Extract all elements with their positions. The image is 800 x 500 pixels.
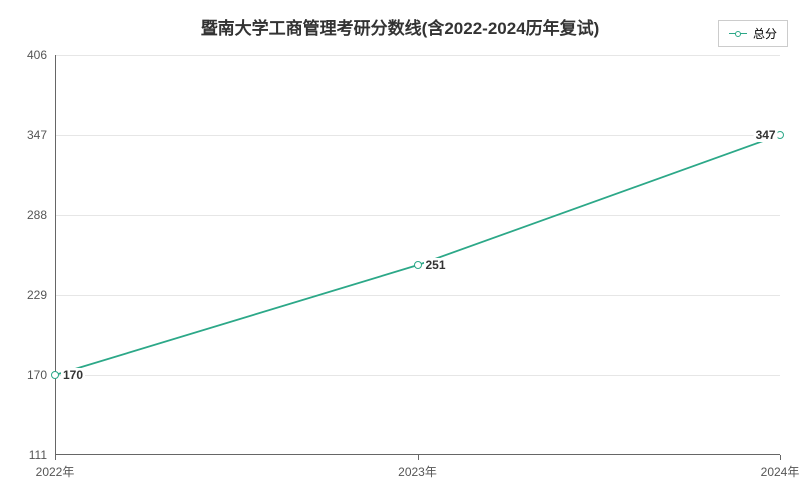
- legend-dot-icon: [735, 31, 741, 37]
- data-point-label: 347: [754, 128, 778, 142]
- legend: 总分: [718, 20, 788, 47]
- data-point-label: 251: [424, 258, 448, 272]
- data-point: [414, 261, 422, 269]
- y-tick-label: 288: [27, 208, 55, 222]
- x-tick-label: 2024年: [761, 455, 800, 480]
- plot-area: 1111702292883474062022年2023年2024年1702513…: [55, 55, 780, 455]
- data-point-label: 170: [61, 368, 85, 382]
- y-tick-label: 406: [27, 48, 55, 62]
- x-tick-label: 2023年: [398, 455, 437, 480]
- plot-border: [55, 55, 780, 455]
- legend-label: 总分: [753, 25, 777, 42]
- legend-marker: [729, 30, 747, 38]
- chart-title: 暨南大学工商管理考研分数线(含2022-2024历年复试): [0, 14, 800, 39]
- chart-container: 暨南大学工商管理考研分数线(含2022-2024历年复试) 总分 1111702…: [0, 0, 800, 500]
- x-tick-label: 2022年: [36, 455, 75, 480]
- data-point: [51, 371, 59, 379]
- y-tick-label: 229: [27, 288, 55, 302]
- y-tick-label: 347: [27, 128, 55, 142]
